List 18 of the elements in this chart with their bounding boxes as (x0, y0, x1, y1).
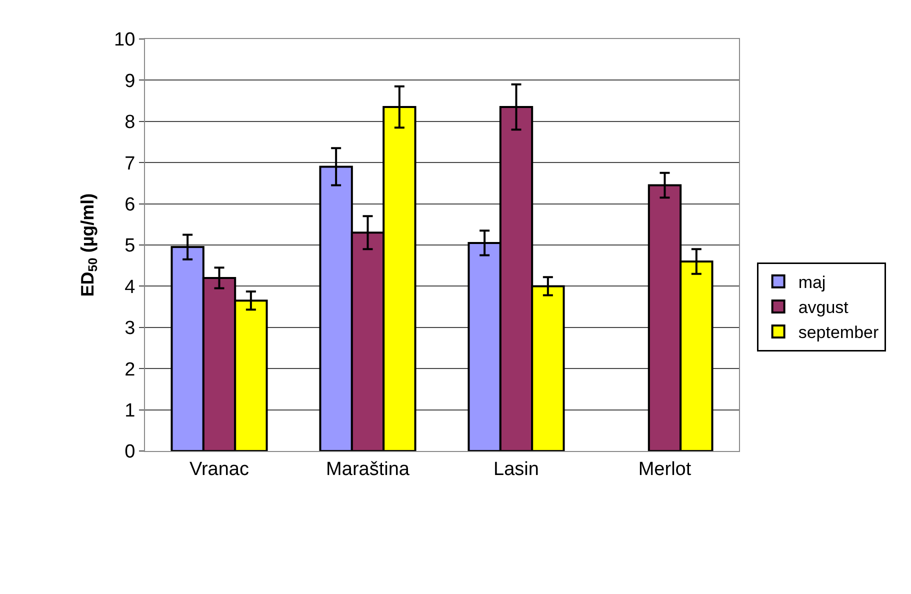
y-tick-label: 8 (124, 112, 136, 134)
y-tick-label: 6 (124, 194, 136, 216)
y-tick-label: 7 (124, 153, 136, 174)
y-tick-label: 3 (124, 318, 136, 340)
y-tick-label: 10 (114, 30, 136, 51)
legend-label: september (798, 323, 879, 342)
x-tick-label: Merlot (638, 458, 692, 480)
legend-label: maj (798, 272, 826, 292)
y-tick-label: 5 (124, 236, 136, 257)
y-tick-label: 1 (124, 400, 136, 422)
y-tick-label: 0 (124, 442, 136, 463)
legend-label: avgust (798, 298, 849, 318)
x-tick-label: Maraština (326, 458, 410, 480)
x-tick-label: Lasin (494, 458, 539, 480)
y-tick-label: 4 (124, 276, 136, 298)
y-tick-label: 2 (124, 359, 136, 380)
x-tick-label: Vranac (190, 458, 249, 480)
y-tick-label: 9 (124, 70, 136, 92)
